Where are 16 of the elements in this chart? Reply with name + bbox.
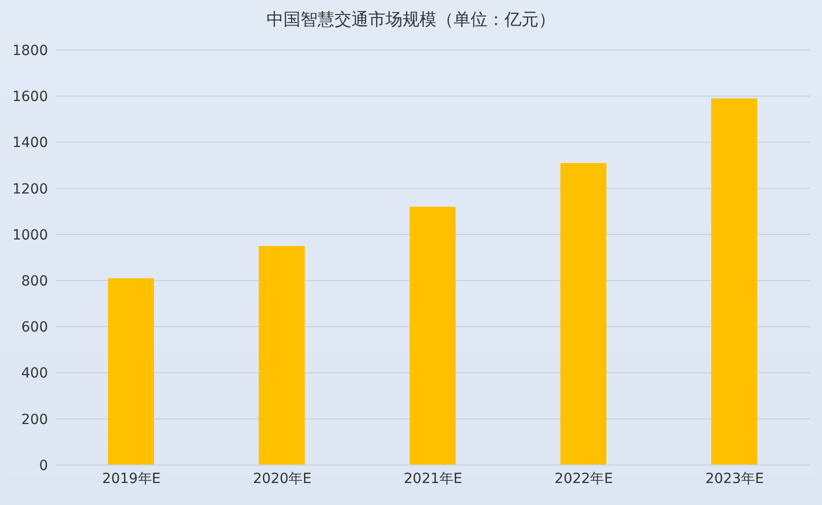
- y-tick-label: 600: [21, 320, 48, 336]
- x-tick-label: 2022年E: [554, 470, 614, 487]
- y-tick-label: 400: [21, 366, 48, 382]
- y-tick-label: 200: [21, 412, 48, 428]
- y-tick-label: 0: [39, 458, 48, 474]
- y-tick-label: 1800: [12, 42, 48, 59]
- y-tick-label: 1000: [12, 227, 48, 244]
- y-tick-label: 1200: [12, 181, 48, 198]
- chart-title: 中国智慧交通市场规模（单位：亿元）: [266, 9, 556, 31]
- x-tick-label: 2023年E: [705, 470, 764, 487]
- y-tick-label: 1400: [12, 135, 48, 152]
- x-tick-label: 2020年E: [252, 470, 312, 487]
- x-tick-label: 2019年E: [102, 470, 161, 487]
- y-tick-label: 1600: [12, 89, 48, 106]
- y-tick-label: 800: [21, 274, 48, 290]
- x-tick-label: 2021年E: [404, 470, 462, 487]
